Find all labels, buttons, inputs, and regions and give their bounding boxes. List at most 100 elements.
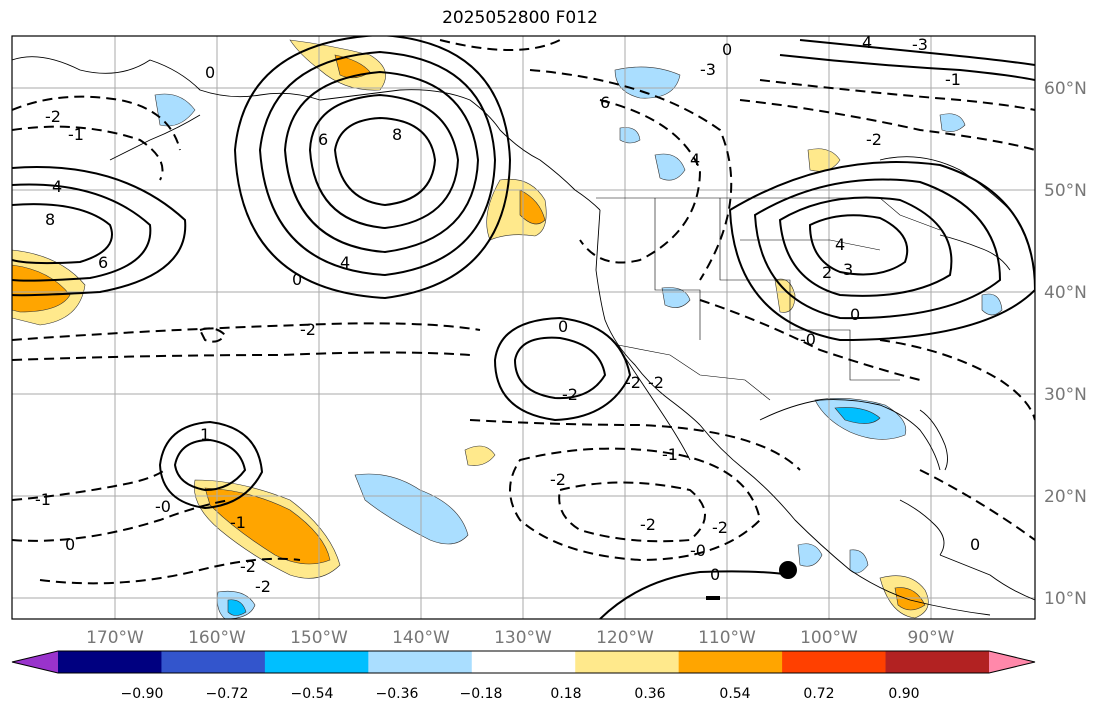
contour-label: 0 (558, 317, 568, 336)
east-contour-3 (778, 196, 953, 297)
contour-label: 0 (722, 40, 732, 59)
orange-patch-coast (519, 189, 546, 225)
mid-contour-1 (493, 316, 632, 422)
blue-patch-plains (661, 287, 691, 308)
orange-core-west (12, 264, 71, 313)
lon-label-90w: 90°W (908, 628, 955, 648)
contour-label: -2 (625, 373, 641, 392)
contour-label: -1 (945, 70, 961, 89)
colorbar-extend-low (12, 651, 58, 673)
colorbar-segment (782, 651, 887, 673)
state-lines-north (740, 239, 881, 251)
contour-label: -2 (255, 577, 271, 596)
contour-label: -3 (700, 60, 716, 79)
zero-contour-south (599, 570, 791, 619)
neg-contour-h (469, 419, 801, 471)
neg-contour-i (579, 99, 702, 264)
lat-label-30n: 30°N (1044, 385, 1087, 405)
colorbar-tick-label: 0.90 (888, 686, 919, 702)
contour-label: 4 (690, 150, 700, 169)
lon-label-100w: 100°W (800, 628, 858, 648)
contour-label: -2 (712, 518, 728, 537)
colorbar-tick-label: −0.54 (291, 686, 334, 702)
lon-label-160w: 160°W (188, 628, 246, 648)
colorbar (11, 650, 1036, 674)
lon-label-150w: 150°W (290, 628, 348, 648)
map-title: 2025052800 F012 (442, 8, 598, 28)
orange-patch-se (894, 587, 926, 611)
contour-label: -2 (866, 130, 882, 149)
colorbar-segment (885, 651, 990, 673)
colorbar-segment (368, 651, 473, 673)
north-contour-1 (799, 39, 1035, 66)
neg-contour-q (879, 339, 1035, 421)
solid-contours (12, 36, 1035, 619)
contour-label: 0 (710, 565, 720, 584)
neg-contour-l (12, 95, 181, 151)
yellow-patch-ne (807, 148, 841, 172)
contour-label: 6 (600, 93, 610, 112)
lon-label-170w: 170°W (86, 628, 144, 648)
lon-label-120w: 120°W (596, 628, 654, 648)
yucatan (899, 499, 945, 556)
colorbar-tick-label: 0.72 (803, 686, 834, 702)
mexico-coast (699, 424, 991, 616)
colorbar-tick-label: 0.18 (550, 686, 581, 702)
hudson-bay (879, 156, 1011, 211)
contour-label: 6 (318, 130, 328, 149)
contour-label: -2 (300, 320, 316, 339)
coastlines (12, 56, 1035, 616)
neg-contour-k (699, 299, 921, 381)
contour-label: 2 (822, 263, 832, 282)
yellow-patch-gulf (464, 445, 496, 466)
orange-patch-south (204, 487, 331, 565)
florida (919, 409, 948, 471)
blue-patch-pacific (354, 473, 469, 545)
west-contour-6 (12, 183, 152, 282)
blue-core-gulf (834, 407, 881, 424)
contour-label: -1 (35, 490, 51, 509)
west-contour-8 (12, 203, 113, 265)
neg-contour-b (12, 351, 471, 361)
latitude-axis: 60°N 50°N 40°N 30°N 20°N 10°N (1044, 79, 1087, 609)
contour-label: 8 (392, 125, 402, 144)
neg-contour-n (439, 39, 561, 51)
contour-label: -3 (912, 35, 928, 54)
contour-label: 0 (292, 270, 302, 289)
lon-label-110w: 110°W (698, 628, 756, 648)
contour-label: -1 (230, 513, 246, 532)
blue-patch-ne (939, 113, 966, 132)
colorbar-extend-high (989, 651, 1035, 673)
contour-label: -2 (550, 470, 566, 489)
map-frame (11, 35, 1036, 620)
map-panel: 8 6 4 8 6 4 0 -2 -1 -2 0 6 -2 4 3 0 0 -2… (12, 33, 1035, 619)
lon-label-130w: 130°W (494, 628, 552, 648)
mid-contour-2 (513, 336, 607, 400)
contour-label: -1 (68, 125, 84, 144)
neg-contour-d (12, 469, 166, 501)
contour-label: -2 (562, 385, 578, 404)
neg-contour-f (509, 447, 762, 562)
blue-patch-canada (614, 66, 681, 99)
great-lakes (939, 234, 1011, 271)
east-contour-2 (753, 178, 1002, 320)
neg-contour-s (198, 327, 227, 343)
lat-label-20n: 20°N (1044, 487, 1087, 507)
contour-label: 1 (200, 425, 210, 444)
lat-label-60n: 60°N (1044, 79, 1087, 99)
contour-label: -0 (155, 497, 171, 516)
us-canada-border (596, 197, 941, 231)
contour-label: 4 (862, 33, 872, 52)
state-lines-west (654, 198, 701, 340)
contour-label: 4 (835, 235, 845, 254)
aleutian-chain (109, 114, 201, 161)
yellow-patch-coast (486, 178, 547, 241)
longitude-axis: 170°W 160°W 150°W 140°W 130°W 120°W 110°… (86, 628, 955, 648)
dashed-contours (12, 39, 1035, 585)
contour-label: -0 (690, 541, 706, 560)
neg-contour-m (12, 125, 164, 181)
colorbar-tick-label: −0.36 (376, 686, 419, 702)
east-contour-4 (808, 214, 909, 276)
high-contour-1 (233, 36, 512, 300)
